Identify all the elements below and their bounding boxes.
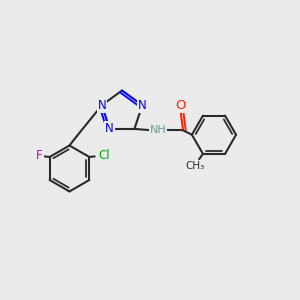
Text: CH₃: CH₃ — [185, 161, 204, 171]
Text: N: N — [138, 99, 147, 112]
Text: NH: NH — [150, 125, 166, 135]
Text: N: N — [98, 99, 106, 112]
Text: F: F — [36, 149, 43, 162]
Text: O: O — [175, 99, 185, 112]
Text: Cl: Cl — [98, 149, 110, 162]
Text: N: N — [105, 122, 114, 135]
